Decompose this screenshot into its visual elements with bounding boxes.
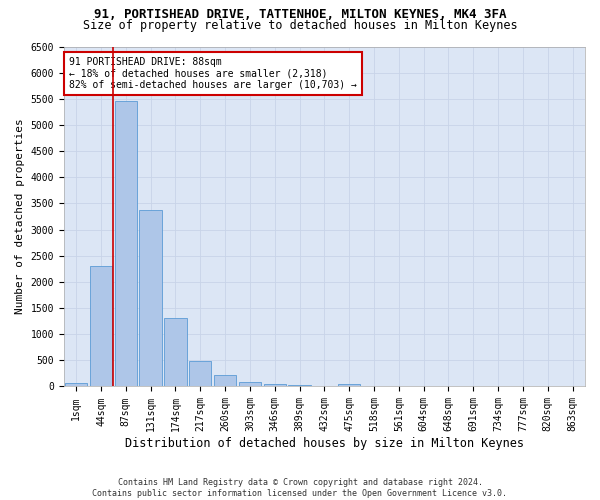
Bar — [214, 376, 236, 386]
Bar — [263, 384, 286, 386]
Text: Contains HM Land Registry data © Crown copyright and database right 2024.
Contai: Contains HM Land Registry data © Crown c… — [92, 478, 508, 498]
Bar — [139, 210, 162, 386]
Text: Size of property relative to detached houses in Milton Keynes: Size of property relative to detached ho… — [83, 18, 517, 32]
Text: 91 PORTISHEAD DRIVE: 88sqm
← 18% of detached houses are smaller (2,318)
82% of s: 91 PORTISHEAD DRIVE: 88sqm ← 18% of deta… — [69, 56, 357, 90]
Bar — [189, 362, 211, 386]
Bar — [338, 384, 361, 386]
Bar — [115, 102, 137, 387]
Bar — [90, 266, 112, 386]
Text: 91, PORTISHEAD DRIVE, TATTENHOE, MILTON KEYNES, MK4 3FA: 91, PORTISHEAD DRIVE, TATTENHOE, MILTON … — [94, 8, 506, 20]
Bar — [239, 382, 261, 386]
Y-axis label: Number of detached properties: Number of detached properties — [15, 118, 25, 314]
X-axis label: Distribution of detached houses by size in Milton Keynes: Distribution of detached houses by size … — [125, 437, 524, 450]
Bar — [65, 383, 88, 386]
Bar — [164, 318, 187, 386]
